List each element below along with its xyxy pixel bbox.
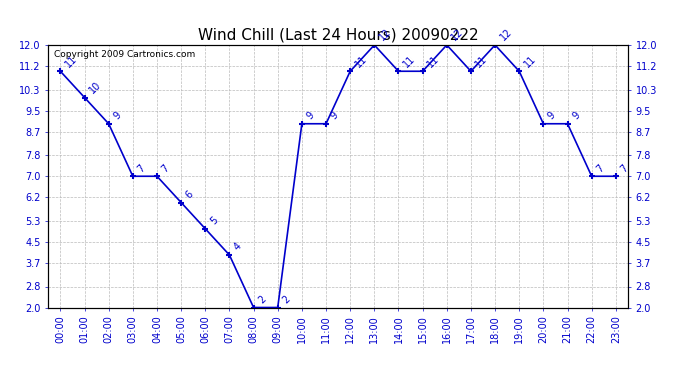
Text: 9: 9 bbox=[571, 110, 582, 122]
Text: 2: 2 bbox=[257, 294, 268, 305]
Text: 9: 9 bbox=[305, 110, 316, 122]
Text: 11: 11 bbox=[474, 53, 489, 69]
Text: 9: 9 bbox=[546, 110, 558, 122]
Text: 6: 6 bbox=[184, 189, 195, 200]
Text: 4: 4 bbox=[233, 242, 244, 253]
Text: Copyright 2009 Cartronics.com: Copyright 2009 Cartronics.com bbox=[54, 50, 195, 59]
Text: 11: 11 bbox=[402, 53, 417, 69]
Title: Wind Chill (Last 24 Hours) 20090222: Wind Chill (Last 24 Hours) 20090222 bbox=[198, 27, 478, 42]
Text: 7: 7 bbox=[136, 163, 147, 174]
Text: 5: 5 bbox=[208, 215, 219, 226]
Text: 12: 12 bbox=[498, 27, 513, 43]
Text: 11: 11 bbox=[353, 53, 368, 69]
Text: 9: 9 bbox=[329, 110, 340, 122]
Text: 11: 11 bbox=[426, 53, 441, 69]
Text: 10: 10 bbox=[88, 80, 103, 95]
Text: 11: 11 bbox=[63, 53, 79, 69]
Text: 12: 12 bbox=[450, 27, 465, 43]
Text: 11: 11 bbox=[522, 53, 538, 69]
Text: 2: 2 bbox=[281, 294, 292, 305]
Text: 7: 7 bbox=[619, 163, 630, 174]
Text: 9: 9 bbox=[112, 110, 123, 122]
Text: 7: 7 bbox=[595, 163, 606, 174]
Text: 12: 12 bbox=[377, 27, 393, 43]
Text: 7: 7 bbox=[160, 163, 171, 174]
